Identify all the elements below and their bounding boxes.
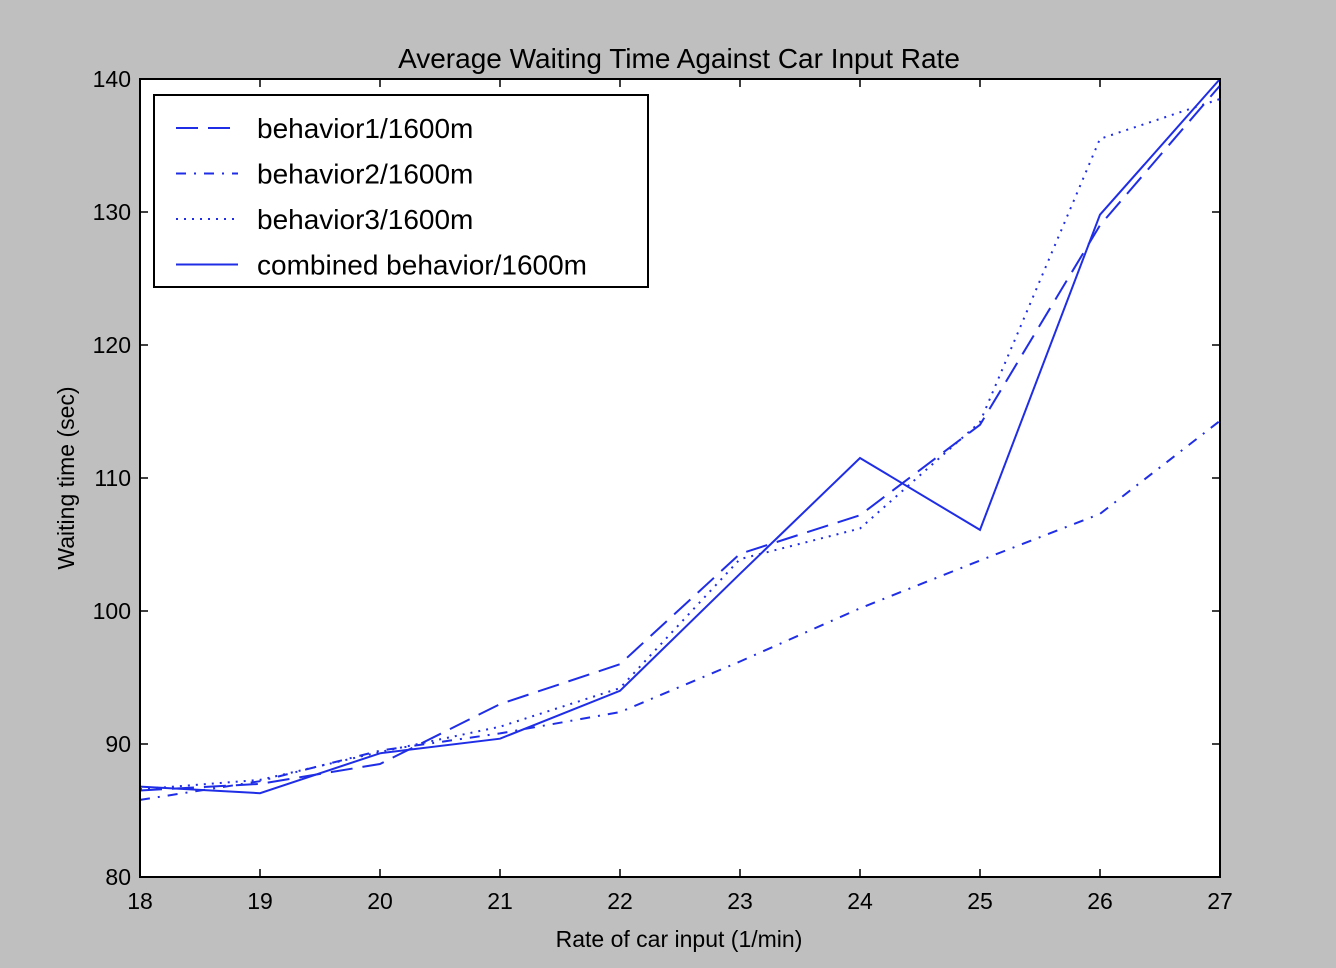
x-tick-label: 23 xyxy=(727,888,753,914)
y-tick-label: 110 xyxy=(94,465,131,491)
series-layer xyxy=(139,78,1221,801)
legend-label-2: behavior2/1600m xyxy=(257,159,473,190)
y-tick-label: 120 xyxy=(93,332,131,358)
x-tick-label: 22 xyxy=(607,888,633,914)
chart-title: Average Waiting Time Against Car Input R… xyxy=(398,43,960,74)
x-tick-label: 21 xyxy=(487,888,513,914)
x-tick-label: 25 xyxy=(967,888,993,914)
legend-label-4: combined behavior/1600m xyxy=(257,250,587,281)
x-tick-label: 26 xyxy=(1087,888,1113,914)
x-axis-label: Rate of car input (1/min) xyxy=(556,926,803,952)
x-tick-label: 24 xyxy=(847,888,873,914)
series-line-4 xyxy=(139,78,1221,795)
legend-label-1: behavior1/1600m xyxy=(257,113,473,144)
y-tick-label: 130 xyxy=(93,199,131,225)
y-axis-label: Waiting time (sec) xyxy=(53,386,79,569)
legend: behavior1/1600m behavior2/1600m behavior3/… xyxy=(153,94,649,288)
x-tick-label: 20 xyxy=(367,888,393,914)
legend-label-3: behavior3/1600m xyxy=(257,204,473,235)
y-tick-label: 140 xyxy=(93,66,131,92)
x-tick-label: 27 xyxy=(1207,888,1233,914)
x-tick-label: 18 xyxy=(127,888,153,914)
ticks-layer: 18 19 20 21 22 23 24 25 26 27 80 90 100 110 120 130 140 xyxy=(93,66,1233,914)
plot-frame xyxy=(139,78,1221,878)
series-line-2 xyxy=(139,420,1221,801)
y-tick-label: 100 xyxy=(93,598,131,624)
y-tick-label: 80 xyxy=(105,864,131,890)
legend-box xyxy=(153,94,649,288)
y-tick-label: 90 xyxy=(105,731,131,757)
x-tick-label: 19 xyxy=(247,888,273,914)
